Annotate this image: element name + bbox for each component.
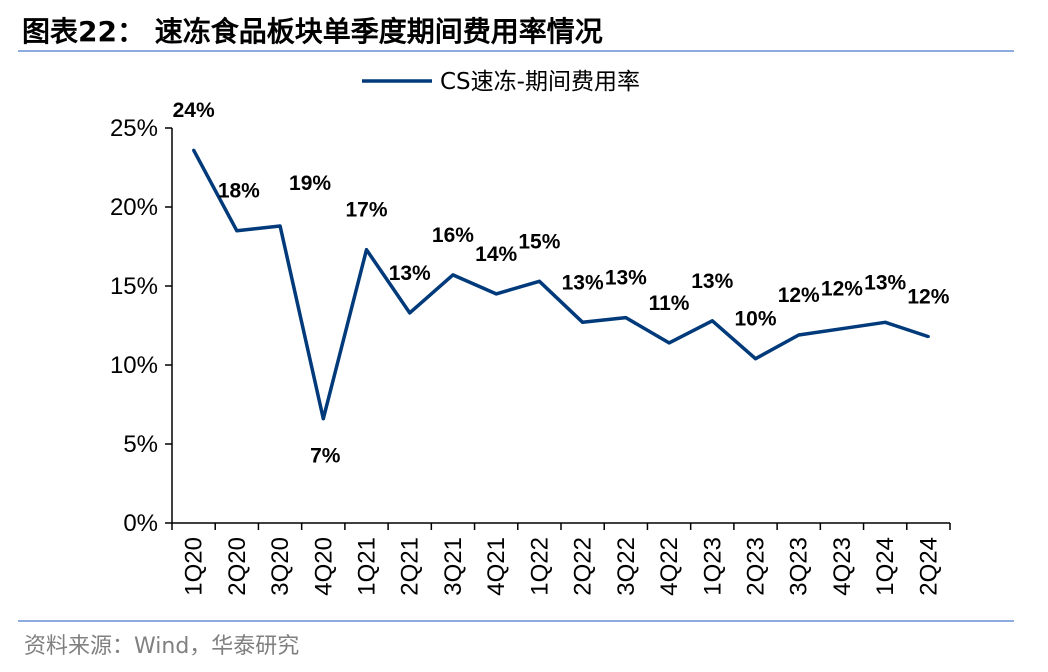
data-labels: 24%18% 19%7%17%13%16%14%15%13% 13%11%13%10… [173, 99, 950, 468]
y-tick-label: 20% [110, 194, 158, 221]
y-tick-label: 10% [110, 352, 158, 379]
data-label: 13% [389, 262, 431, 285]
data-label: 12% [821, 278, 863, 301]
x-tick-label: 3Q22 [613, 537, 640, 596]
x-tick-label: 3Q20 [267, 537, 294, 596]
x-tick-label: 2Q21 [397, 537, 424, 596]
data-label: 17% [345, 199, 387, 222]
y-tick-label: 25% [110, 115, 158, 142]
data-point [624, 316, 628, 320]
x-tick-label: 3Q23 [786, 537, 813, 596]
data-point [408, 311, 412, 315]
data-point [840, 327, 844, 331]
data-point [494, 292, 498, 296]
bottom-divider [18, 620, 1014, 622]
x-tick-label: 1Q20 [181, 537, 208, 596]
x-tick-label: 4Q23 [829, 537, 856, 596]
legend: CS速冻-期间费用率 [362, 69, 640, 95]
data-point [797, 333, 801, 337]
y-tick-label: 5% [123, 431, 158, 458]
data-label: 11% [649, 292, 690, 315]
source-note: 资料来源：Wind，华泰研究 [24, 634, 300, 659]
data-point [537, 279, 541, 283]
data-label: 12% [907, 286, 949, 309]
data-label: 12% [778, 284, 820, 307]
data-label: 16% [432, 224, 474, 247]
legend-label: CS速冻-期间费用率 [440, 69, 640, 95]
figure-title: 图表22： 速冻食品板块单季度期间费用率情况 [22, 15, 603, 48]
data-point [581, 320, 585, 324]
x-tick-label: 2Q24 [915, 537, 942, 596]
data-point [235, 229, 239, 233]
x-tick-label: 1Q21 [354, 537, 381, 596]
data-point [883, 320, 887, 324]
data-point [451, 273, 455, 277]
x-tick-label: 3Q21 [440, 537, 467, 596]
data-label: 13% [562, 271, 604, 294]
data-point [926, 335, 930, 339]
x-tick-label: 1Q24 [872, 537, 899, 596]
x-tick-label: 1Q22 [526, 537, 553, 596]
data-label: 19% [289, 172, 331, 195]
data-point [667, 341, 671, 345]
data-label: 15% [518, 230, 560, 253]
x-tick-label: 2Q20 [224, 537, 251, 596]
x-tick-label: 4Q22 [656, 537, 683, 596]
x-tick-label: 1Q23 [699, 537, 726, 596]
data-label: 7% [310, 445, 341, 468]
x-axis: 1Q20 2Q20 3Q20 4Q20 1Q21 2Q21 3Q21 4Q21 1Q22 2Q22… [171, 522, 951, 596]
x-tick-label: 2Q22 [570, 537, 597, 596]
data-point [192, 148, 196, 152]
data-label: 24% [173, 99, 215, 122]
series-line [192, 149, 929, 421]
series-group [192, 148, 930, 421]
x-tick-label: 4Q20 [310, 537, 337, 596]
data-label: 13% [864, 271, 906, 294]
data-point [754, 357, 757, 361]
data-point [710, 319, 714, 323]
data-point [321, 417, 325, 421]
x-tick-label: 4Q21 [483, 537, 510, 596]
data-label: 18% [218, 180, 260, 203]
data-point [365, 248, 368, 252]
y-axis: 0% 5% 10% 15% 20% 25% [110, 115, 173, 537]
x-tick-label: 2Q23 [743, 537, 770, 596]
data-point [278, 224, 282, 228]
data-label: 13% [691, 270, 733, 293]
data-label: 13% [605, 267, 647, 290]
data-label: 10% [734, 308, 776, 331]
top-divider [18, 50, 1014, 52]
line-chart: CS速冻-期间费用率 0% 5% 10% 15% 20% 25% 1Q20 2Q20 3Q20… [110, 69, 951, 596]
data-label: 14% [475, 243, 517, 266]
y-tick-label: 15% [110, 273, 158, 300]
y-tick-label: 0% [123, 510, 158, 537]
